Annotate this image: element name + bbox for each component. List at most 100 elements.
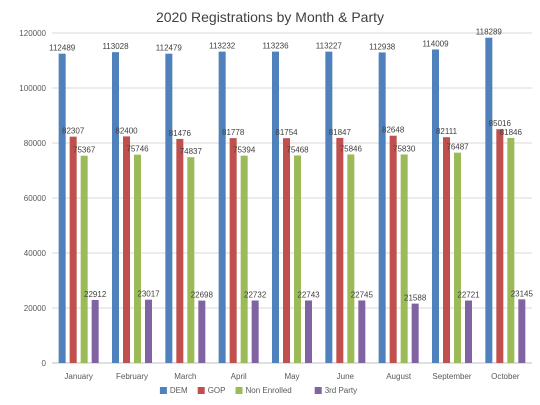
bar-gop (389, 135, 397, 363)
data-label: 75846 (340, 144, 363, 153)
data-label: 113028 (102, 42, 129, 51)
x-tick-label: May (284, 372, 299, 381)
data-label: 112489 (49, 44, 76, 53)
data-label: 82307 (62, 127, 85, 136)
bar-dem (112, 52, 119, 363)
bar-gop (176, 138, 184, 363)
legend-swatch (314, 387, 322, 394)
bar-gop (69, 136, 77, 363)
data-label: 22745 (351, 290, 374, 299)
bar-non-enrolled (240, 155, 248, 363)
data-label: 81847 (329, 128, 352, 137)
y-tick-label: 120000 (19, 29, 46, 38)
data-label: 113227 (316, 42, 343, 51)
legend-swatch (235, 387, 243, 394)
legend-swatch (159, 387, 167, 394)
gridlines (52, 32, 532, 364)
data-label: 81778 (222, 128, 245, 137)
data-labels: 112489 82307 75367 22912 113028 82400 75746 230… (49, 28, 533, 303)
data-label: 112479 (156, 44, 183, 53)
y-tick-label: 100000 (19, 84, 46, 93)
x-tick-label: June (337, 372, 355, 381)
legend-item: DEM (159, 386, 188, 395)
data-label: 23017 (137, 290, 160, 299)
x-tick-label: April (231, 372, 247, 381)
bar-3rd-party (411, 303, 419, 363)
data-label: 82400 (115, 126, 138, 135)
bar-non-enrolled (80, 155, 88, 363)
data-label: 23145 (511, 289, 534, 298)
bar-non-enrolled (294, 155, 301, 363)
y-tick-label: 0 (42, 359, 47, 368)
bar-non-enrolled (454, 152, 461, 363)
data-label: 81846 (500, 128, 523, 137)
legend-label: GOP (208, 386, 226, 395)
bar-non-enrolled (507, 137, 515, 363)
data-label: 22743 (297, 290, 320, 299)
bar-dem (165, 53, 173, 364)
legend-item: GOP (197, 386, 226, 395)
y-tick-label: 20000 (24, 304, 47, 313)
bar-3rd-party (91, 299, 99, 363)
data-label: 22732 (244, 290, 267, 299)
bar-non-enrolled (400, 154, 408, 363)
bar-dem (58, 53, 66, 364)
bar-3rd-party (518, 299, 526, 363)
data-label: 82648 (382, 126, 405, 135)
bar-dem (485, 37, 493, 363)
data-label: 22721 (457, 291, 480, 300)
x-tick-label: September (432, 372, 471, 381)
y-axis-ticks: 0 20000 40000 60000 80000 100000 120000 (19, 29, 46, 368)
data-label: 82111 (436, 127, 458, 136)
legend-label: DEM (170, 386, 188, 395)
data-label: 75394 (233, 146, 256, 155)
x-tick-label: August (386, 372, 412, 381)
data-label: 21588 (404, 294, 427, 303)
bar-3rd-party (465, 300, 472, 363)
bar-dem (378, 52, 386, 363)
bar-non-enrolled (347, 154, 355, 363)
legend-item: 3rd Party (314, 386, 357, 395)
bar-gop (123, 136, 130, 363)
data-label: 113236 (262, 42, 289, 51)
bar-3rd-party (251, 300, 259, 363)
data-label: 81754 (275, 128, 298, 137)
bar-gop (229, 138, 237, 363)
bar-non-enrolled (134, 154, 141, 363)
x-tick-label: March (174, 372, 196, 381)
bar-dem (432, 49, 439, 363)
bar-3rd-party (305, 300, 312, 363)
bar-3rd-party (198, 300, 206, 363)
bar-dem (272, 51, 279, 363)
data-label: 113232 (209, 42, 236, 51)
y-tick-label: 40000 (24, 249, 47, 258)
bar-dem (218, 51, 226, 363)
x-tick-label: February (116, 372, 148, 381)
legend-label: 3rd Party (325, 386, 357, 395)
bar-gop (496, 129, 504, 363)
data-label: 81476 (169, 129, 192, 138)
x-tick-label: January (64, 372, 92, 381)
bar-gop (336, 137, 344, 363)
bar-non-enrolled (187, 157, 195, 363)
bar-gop (283, 138, 290, 363)
bar-dem (325, 51, 333, 363)
legend-label: Non Enrolled (246, 386, 292, 395)
data-label: 22912 (84, 290, 107, 299)
data-label: 114009 (422, 39, 449, 48)
legend-swatch (197, 387, 205, 394)
x-tick-label: October (491, 372, 520, 381)
x-axis-ticks: January February March April May June August Se… (64, 372, 519, 381)
data-label: 118289 (476, 28, 503, 37)
bar-3rd-party (145, 299, 152, 363)
data-label: 75367 (73, 146, 96, 155)
bar-gop (443, 137, 450, 363)
legend: DEM GOP Non Enrolled 3rd Party (159, 386, 357, 395)
data-label: 75746 (126, 145, 149, 154)
data-label: 75830 (393, 144, 416, 153)
y-tick-label: 60000 (24, 194, 47, 203)
data-label: 85016 (489, 119, 512, 128)
data-label: 75468 (286, 145, 309, 154)
